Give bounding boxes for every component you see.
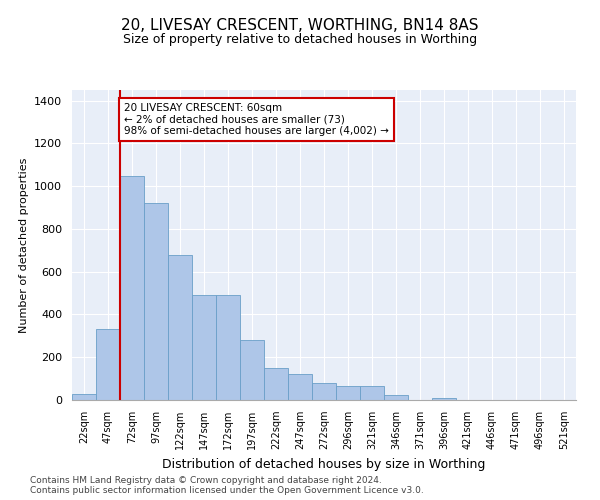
Bar (336, 386, 360, 400)
Bar (384, 394, 408, 400)
Y-axis label: Number of detached properties: Number of detached properties (19, 158, 29, 332)
Text: Contains HM Land Registry data © Crown copyright and database right 2024.: Contains HM Land Registry data © Crown c… (30, 476, 382, 485)
Bar (144, 204, 168, 400)
Bar (264, 368, 288, 400)
Bar (72, 394, 96, 400)
Bar (240, 340, 264, 400)
Text: 20 LIVESAY CRESCENT: 60sqm
← 2% of detached houses are smaller (73)
98% of semi-: 20 LIVESAY CRESCENT: 60sqm ← 2% of detac… (124, 103, 389, 136)
Text: Contains public sector information licensed under the Open Government Licence v3: Contains public sector information licen… (30, 486, 424, 495)
Bar (216, 295, 240, 400)
Bar (192, 295, 216, 400)
X-axis label: Distribution of detached houses by size in Worthing: Distribution of detached houses by size … (163, 458, 485, 470)
Text: Size of property relative to detached houses in Worthing: Size of property relative to detached ho… (123, 32, 477, 46)
Bar (96, 330, 120, 400)
Bar (432, 398, 456, 400)
Bar (120, 176, 144, 400)
Text: 20, LIVESAY CRESCENT, WORTHING, BN14 8AS: 20, LIVESAY CRESCENT, WORTHING, BN14 8AS (121, 18, 479, 32)
Bar (360, 386, 384, 400)
Bar (168, 254, 192, 400)
Bar (312, 383, 336, 400)
Bar (288, 374, 312, 400)
